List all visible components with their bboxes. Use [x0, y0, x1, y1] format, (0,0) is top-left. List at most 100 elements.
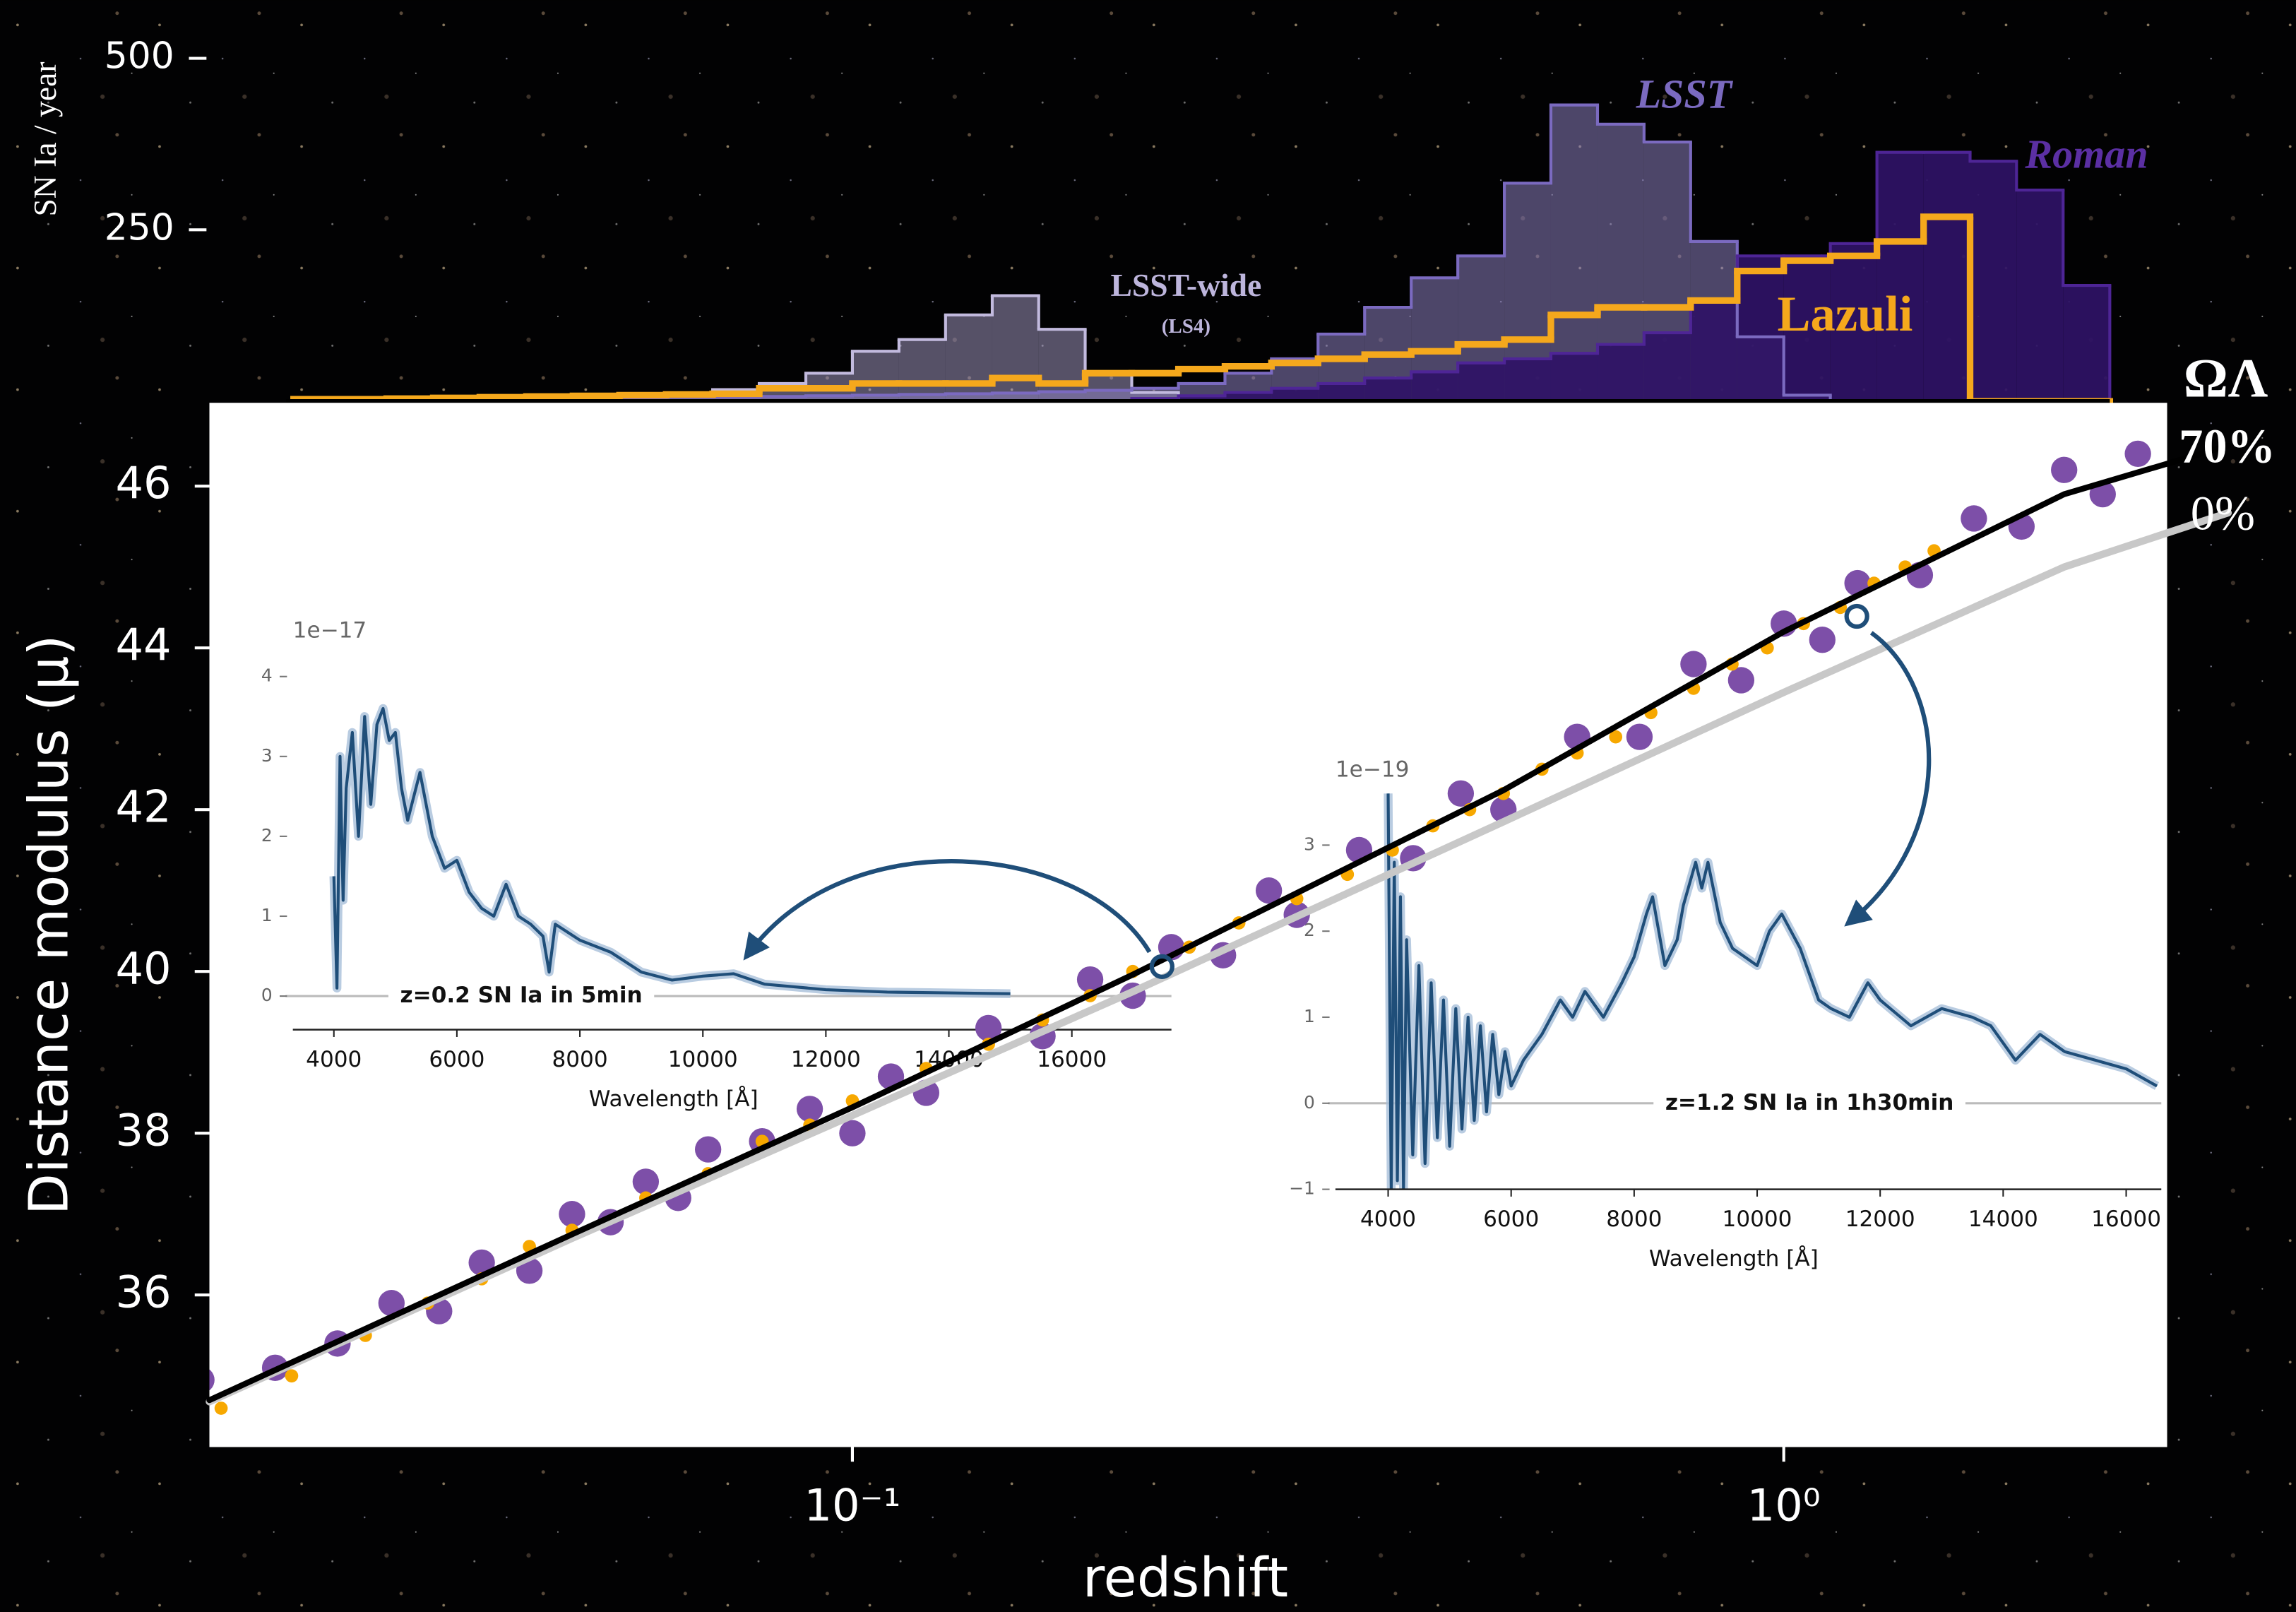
- histogram-bar: [992, 295, 1039, 402]
- histogram-bar: [852, 351, 899, 402]
- x-tick-label: 6000: [1483, 1207, 1539, 1232]
- histogram-bar: [1970, 161, 2017, 402]
- line-label: 0%: [2191, 487, 2255, 540]
- overlay: ΩΛ 0% 70%: [743, 348, 2276, 961]
- highlight-marker: [1149, 954, 1174, 979]
- x-tick-label: 4000: [306, 1047, 362, 1072]
- histogram-bar: [1038, 391, 1085, 402]
- y-tick-label: 38: [115, 1104, 171, 1156]
- histogram-bar: [1597, 344, 1644, 402]
- histogram-bar: [1271, 388, 1319, 402]
- annotation-background: [1653, 1086, 1965, 1118]
- data-point: [975, 1014, 1002, 1042]
- x-tick-label: 16000: [2091, 1207, 2161, 1232]
- main-plot-background: [209, 403, 2167, 1447]
- inset: z=1.2 SN Ia in 1h30min 4000 6000 8000 10000 1…: [1289, 757, 2162, 1272]
- data-point: [839, 1120, 866, 1146]
- spectrum: [329, 704, 1011, 998]
- histogram-bar: [1550, 353, 1598, 402]
- series-label: Roman: [2024, 131, 2148, 177]
- y-tick-label: 1: [261, 905, 273, 925]
- inset: z=0.2 SN Ia in 5min 4000 6000 8000 10000 1200…: [261, 618, 1172, 1112]
- data-point: [1076, 966, 1104, 993]
- multiplier: 1e−19: [1336, 757, 1410, 783]
- data-point: [1609, 730, 1623, 744]
- data-point: [214, 1401, 228, 1415]
- data-point: [1809, 627, 1836, 653]
- histogram-bar: [945, 393, 992, 402]
- histogram-bar: [1876, 152, 1924, 402]
- x-tick-label: 8000: [1606, 1207, 1662, 1232]
- multiplier: 1e−17: [293, 618, 367, 644]
- series-label: LSST-wide: [1111, 267, 1262, 303]
- series-label: LSST: [1636, 71, 1734, 117]
- x-tick-label: 10000: [1723, 1207, 1792, 1232]
- x-axis-label: Wavelength [Å]: [589, 1085, 759, 1112]
- x-tick-label: 4000: [1360, 1207, 1416, 1232]
- y-tick-label: 500: [105, 35, 174, 78]
- data-point: [2051, 456, 2078, 483]
- y-tick-label: 0: [1304, 1092, 1315, 1113]
- data-point: [2124, 440, 2151, 468]
- x-tick-label: 12000: [1845, 1207, 1915, 1232]
- histogram-bar: [1737, 256, 1784, 402]
- histogram-panel: 250 500 SN Ia / year LSST-wide (LS4) LSST Roma…: [27, 35, 2148, 405]
- y-axis-label: Distance modulus (μ): [18, 635, 81, 1216]
- highlight-marker: [1844, 603, 1869, 629]
- histogram-bar: [1783, 256, 1831, 402]
- x-tick-label: 14000: [1968, 1207, 2038, 1232]
- y-tick-label: 42: [115, 781, 171, 832]
- data-point: [378, 1290, 405, 1317]
- spectrum: [1384, 793, 2160, 1190]
- histogram-bar: [1643, 333, 1691, 402]
- data-point: [285, 1369, 299, 1383]
- y-tick-label: 44: [115, 619, 171, 670]
- histogram-bar: [1178, 396, 1225, 402]
- x-tick-label: 10⁰: [1747, 1480, 1821, 1531]
- x-axis-label: Wavelength [Å]: [1649, 1245, 1819, 1272]
- histogram-bar: [806, 396, 852, 402]
- histogram-bar: [1923, 152, 1970, 402]
- data-point: [209, 1369, 215, 1391]
- histogram-bar: [1504, 358, 1551, 402]
- arrow: [1844, 631, 1932, 927]
- histogram-bar: [1830, 243, 1877, 402]
- y-tick-label: 40: [115, 942, 171, 994]
- data-point: [559, 1201, 585, 1228]
- histogram-bar: [992, 393, 1039, 402]
- spectrum-line: [1386, 793, 2158, 1190]
- histogram-bar: [1411, 372, 1458, 402]
- y-tick-label: −1: [1289, 1178, 1315, 1199]
- histogram-bar: [1318, 383, 1365, 402]
- histogram-bar: [2016, 190, 2064, 402]
- histogram-bar: [2063, 285, 2110, 402]
- y-tick-label: 0: [261, 985, 273, 1005]
- y-tick-label: 1: [1304, 1006, 1315, 1026]
- model-line: [206, 442, 2232, 1404]
- y-tick-label: 3: [1304, 834, 1315, 854]
- data-point: [1447, 780, 1475, 807]
- y-tick-label: 3: [261, 745, 273, 766]
- x-tick-label: 10000: [668, 1047, 738, 1072]
- x-axis-label: redshift: [1083, 1547, 1288, 1610]
- data-point: [1680, 651, 1707, 677]
- x-tick-label: 6000: [429, 1047, 484, 1072]
- data-point: [1961, 505, 1987, 532]
- annotation: z=0.2 SN Ia in 5min: [400, 983, 643, 1008]
- spectrum-line: [332, 706, 1011, 995]
- series-label: Lazuli: [1777, 287, 1913, 342]
- model-line: [206, 509, 2232, 1406]
- data-point: [632, 1168, 660, 1195]
- annotation-background: [388, 979, 655, 1012]
- histogram-bar: [1690, 300, 1737, 402]
- data-point: [694, 1136, 722, 1163]
- data-point: [1255, 877, 1283, 904]
- data-point: [468, 1249, 495, 1276]
- histogram-bar: [759, 396, 807, 402]
- x-tick-label: 8000: [552, 1047, 607, 1072]
- histogram-bar: [1225, 392, 1272, 402]
- histogram-bar: [898, 339, 946, 402]
